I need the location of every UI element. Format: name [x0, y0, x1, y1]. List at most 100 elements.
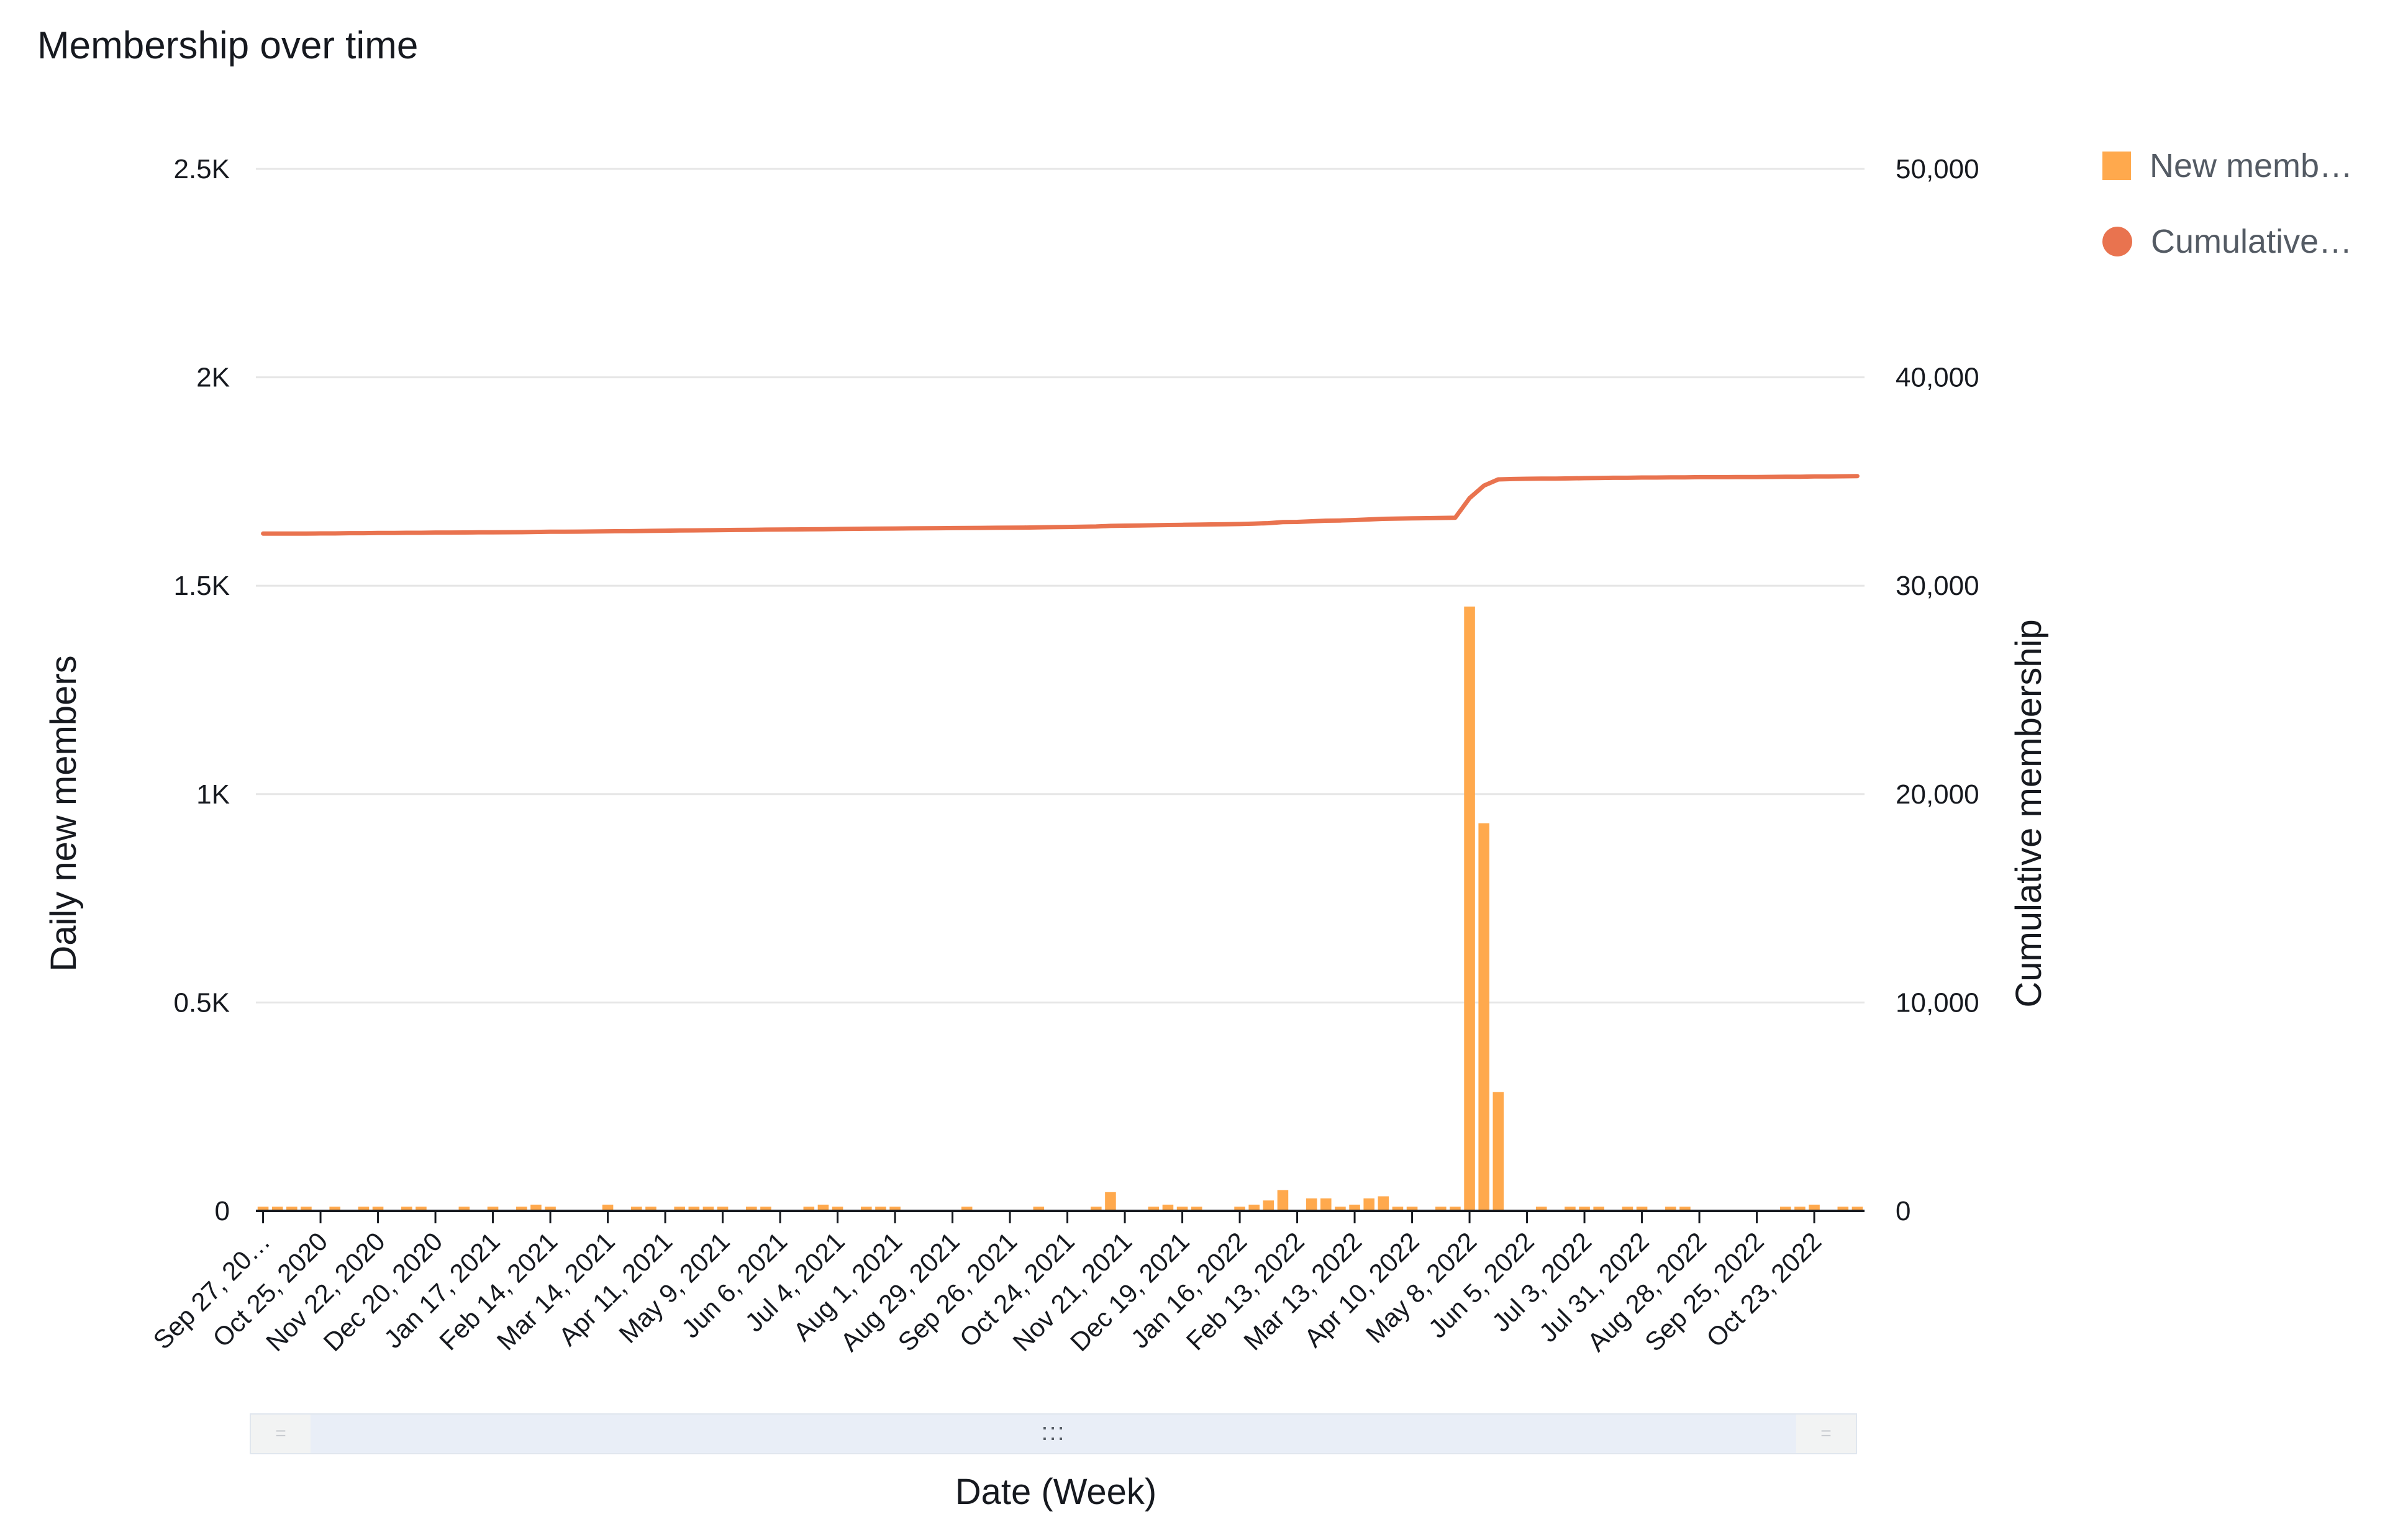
- bar[interactable]: [746, 1207, 757, 1211]
- bar[interactable]: [530, 1204, 542, 1211]
- bar[interactable]: [286, 1207, 298, 1211]
- bar[interactable]: [832, 1207, 843, 1211]
- bar[interactable]: [1593, 1207, 1604, 1211]
- legend: New memb… Cumulative…: [2102, 138, 2353, 289]
- legend-item-new-members[interactable]: New memb…: [2102, 138, 2353, 194]
- bar[interactable]: [329, 1207, 340, 1211]
- left-tick-label: 1K: [196, 779, 230, 810]
- bar[interactable]: [1191, 1207, 1202, 1211]
- bar[interactable]: [875, 1207, 886, 1211]
- bar[interactable]: [1450, 1207, 1461, 1211]
- bar[interactable]: [1263, 1200, 1274, 1211]
- bar[interactable]: [1335, 1207, 1346, 1211]
- bar[interactable]: [861, 1207, 872, 1211]
- gridlines: [256, 168, 1865, 1003]
- bar[interactable]: [1679, 1207, 1691, 1211]
- right-tick-label: 30,000: [1896, 571, 1979, 601]
- bar[interactable]: [358, 1207, 370, 1211]
- bar[interactable]: [1378, 1196, 1389, 1211]
- left-tick-label: 0: [215, 1196, 230, 1226]
- bar[interactable]: [717, 1207, 729, 1211]
- bar[interactable]: [1320, 1198, 1332, 1211]
- bar[interactable]: [416, 1207, 427, 1211]
- bar[interactable]: [1492, 1092, 1504, 1211]
- bar[interactable]: [1176, 1207, 1188, 1211]
- bar[interactable]: [1636, 1207, 1648, 1211]
- bar[interactable]: [1162, 1204, 1174, 1211]
- bar[interactable]: [1535, 1207, 1547, 1211]
- bar[interactable]: [372, 1207, 384, 1211]
- bar[interactable]: [1234, 1207, 1245, 1211]
- bar[interactable]: [1579, 1207, 1590, 1211]
- left-tick-label: 2.5K: [173, 154, 230, 184]
- left-tick-label: 2K: [196, 363, 230, 393]
- right-tick-label: 20,000: [1896, 779, 1979, 810]
- scrollbar-left-handle[interactable]: =: [251, 1415, 311, 1453]
- bar[interactable]: [1392, 1207, 1404, 1211]
- bar[interactable]: [674, 1207, 685, 1211]
- right-tick-label: 0: [1896, 1196, 1910, 1226]
- bar[interactable]: [1435, 1207, 1447, 1211]
- right-tick-label: 10,000: [1896, 987, 1979, 1018]
- left-tick-label: 0.5K: [173, 987, 230, 1018]
- bar[interactable]: [889, 1207, 901, 1211]
- right-tick-label: 50,000: [1896, 154, 1979, 184]
- bar[interactable]: [1306, 1198, 1317, 1211]
- bar[interactable]: [1406, 1207, 1418, 1211]
- line-series-cumulative[interactable]: [261, 474, 1860, 536]
- bar[interactable]: [257, 1207, 269, 1211]
- legend-item-cumulative[interactable]: Cumulative…: [2102, 214, 2353, 270]
- bar[interactable]: [1033, 1207, 1045, 1211]
- bar[interactable]: [961, 1207, 973, 1211]
- scrollbar-right-handle[interactable]: =: [1796, 1415, 1856, 1453]
- x-axis-title: Date (Week): [955, 1472, 1156, 1512]
- bar[interactable]: [516, 1207, 527, 1211]
- bar[interactable]: [1851, 1207, 1863, 1211]
- bar[interactable]: [301, 1207, 312, 1211]
- bar[interactable]: [1794, 1207, 1806, 1211]
- bar[interactable]: [401, 1207, 412, 1211]
- bar[interactable]: [645, 1207, 656, 1211]
- bar[interactable]: [1478, 823, 1489, 1211]
- bar[interactable]: [1837, 1207, 1849, 1211]
- bar[interactable]: [1809, 1204, 1820, 1211]
- x-range-scrollbar[interactable]: = ::: =: [250, 1413, 1857, 1454]
- bar[interactable]: [1565, 1207, 1576, 1211]
- left-tick-label: 1.5K: [173, 571, 230, 601]
- bar[interactable]: [1464, 606, 1475, 1211]
- bar[interactable]: [1248, 1204, 1260, 1211]
- bar[interactable]: [545, 1207, 556, 1211]
- bar[interactable]: [458, 1207, 470, 1211]
- bar[interactable]: [702, 1207, 714, 1211]
- circle-swatch-icon: [2102, 227, 2132, 256]
- legend-label: New memb…: [2150, 147, 2353, 184]
- bar[interactable]: [760, 1207, 771, 1211]
- chart-title: Membership over time: [37, 24, 419, 67]
- right-y-axis-ticks: 0 10,000 20,000 30,000 40,000 50,000: [1896, 154, 1979, 1226]
- scrollbar-grip-icon[interactable]: :::: [1041, 1418, 1066, 1446]
- bar[interactable]: [803, 1207, 815, 1211]
- bar[interactable]: [817, 1204, 829, 1211]
- right-tick-label: 40,000: [1896, 363, 1979, 393]
- bar[interactable]: [602, 1204, 614, 1211]
- bar[interactable]: [631, 1207, 642, 1211]
- left-y-axis-ticks: 0 0.5K 1K 1.5K 2K 2.5K: [173, 154, 230, 1226]
- bar[interactable]: [1363, 1198, 1374, 1211]
- square-swatch-icon: [2102, 152, 2131, 180]
- bar[interactable]: [1105, 1192, 1116, 1211]
- bar[interactable]: [487, 1207, 499, 1211]
- bar[interactable]: [1277, 1190, 1289, 1211]
- bar[interactable]: [1622, 1207, 1633, 1211]
- bar-series-new-members[interactable]: [257, 606, 1863, 1211]
- bar[interactable]: [688, 1207, 700, 1211]
- bar[interactable]: [271, 1207, 283, 1211]
- bar[interactable]: [1091, 1207, 1102, 1211]
- bar[interactable]: [1780, 1207, 1791, 1211]
- bar[interactable]: [1665, 1207, 1676, 1211]
- y-axis-left-title: Daily new members: [43, 655, 84, 971]
- y-axis-right-title: Cumulative membership: [2009, 619, 2049, 1007]
- bar[interactable]: [1349, 1204, 1360, 1211]
- bar[interactable]: [1148, 1207, 1160, 1211]
